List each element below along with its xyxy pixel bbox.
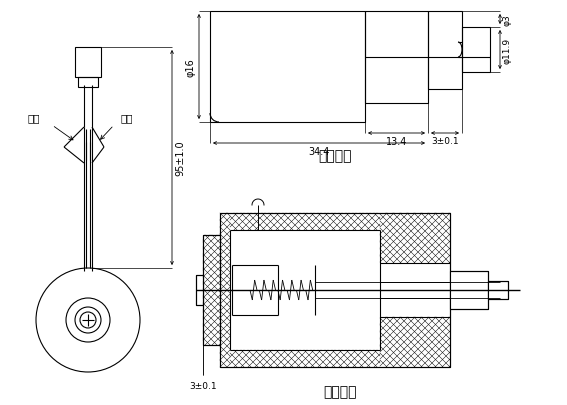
Bar xyxy=(428,12,462,90)
Text: 3±0.1: 3±0.1 xyxy=(431,136,459,146)
Bar xyxy=(220,213,450,367)
Text: 自由状态: 自由状态 xyxy=(318,149,352,162)
Text: 95±1.0: 95±1.0 xyxy=(175,141,185,176)
Bar xyxy=(78,78,98,88)
Text: 通电状态: 通电状态 xyxy=(323,384,357,398)
Text: 红线: 红线 xyxy=(28,113,40,123)
Bar xyxy=(210,12,365,123)
Text: 3±0.1: 3±0.1 xyxy=(189,381,217,390)
Text: 13.4: 13.4 xyxy=(386,136,407,147)
Bar xyxy=(462,28,490,73)
Text: 蓝线: 蓝线 xyxy=(121,113,133,123)
Text: φ3: φ3 xyxy=(503,14,512,26)
Bar xyxy=(196,275,203,305)
Text: 34.4: 34.4 xyxy=(308,147,329,157)
Bar xyxy=(488,281,508,299)
Bar xyxy=(203,235,220,345)
Bar xyxy=(75,48,101,78)
Bar xyxy=(365,12,428,104)
Text: φ16: φ16 xyxy=(185,58,195,77)
Text: φ11.9: φ11.9 xyxy=(503,37,512,64)
Bar xyxy=(450,271,488,309)
